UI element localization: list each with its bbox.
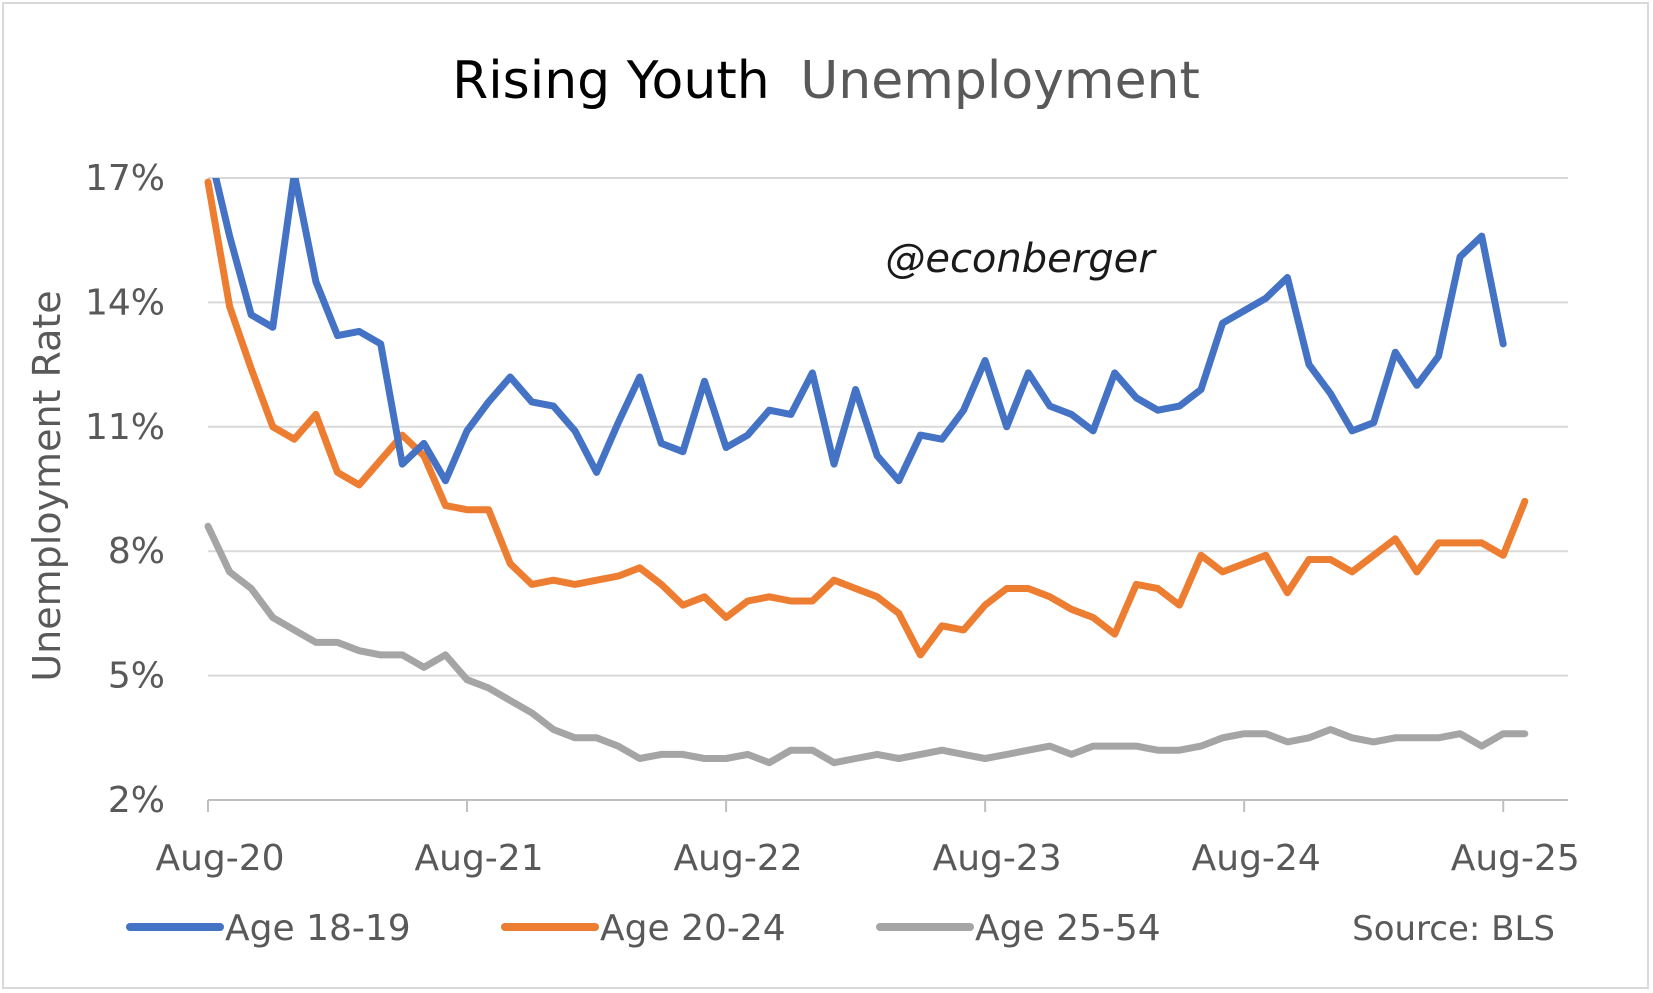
x-axis: Aug-20 Aug-21 Aug-22 Aug-23 Aug-24 Aug-25	[155, 799, 1580, 879]
y-tick-label: 2%	[108, 780, 165, 821]
watermark-handle: @econberger	[885, 236, 1157, 282]
x-tick-label: Aug-23	[933, 838, 1062, 879]
x-tick-label: Aug-25	[1451, 838, 1580, 879]
y-tick-label: 17%	[85, 158, 165, 199]
y-tick-label: 11%	[85, 407, 165, 448]
legend-label: Age 18-19	[225, 908, 411, 949]
y-tick-label: 8%	[108, 531, 165, 572]
series-lines	[204, 178, 1529, 767]
series-line-age-18-19	[212, 178, 1507, 485]
y-axis-title: Unemployment Rate	[25, 290, 69, 681]
gridlines	[208, 177, 1568, 677]
chart-title-sub: Unemployment	[800, 51, 1200, 111]
x-tick-label: Aug-22	[674, 838, 803, 879]
series-line-age-20-24	[204, 178, 1529, 659]
x-tick-label: Aug-21	[415, 838, 544, 879]
chart-title: Rising Youth Unemployment	[452, 51, 1200, 111]
legend-label: Age 20-24	[600, 908, 786, 949]
x-tick-label: Aug-20	[155, 838, 284, 879]
legend: Age 18-19 Age 20-24 Age 25-54	[126, 908, 1161, 949]
series-line-age-25-54	[204, 522, 1529, 767]
y-axis-ticks: 2% 5% 8% 11% 14% 17%	[85, 158, 165, 821]
source-note: Source: BLS	[1352, 909, 1555, 949]
y-tick-label: 14%	[85, 282, 165, 323]
y-tick-label: 5%	[108, 656, 165, 697]
chart-title-main: Rising Youth	[452, 51, 770, 111]
x-tick-label: Aug-24	[1192, 838, 1321, 879]
legend-label: Age 25-54	[975, 908, 1161, 949]
